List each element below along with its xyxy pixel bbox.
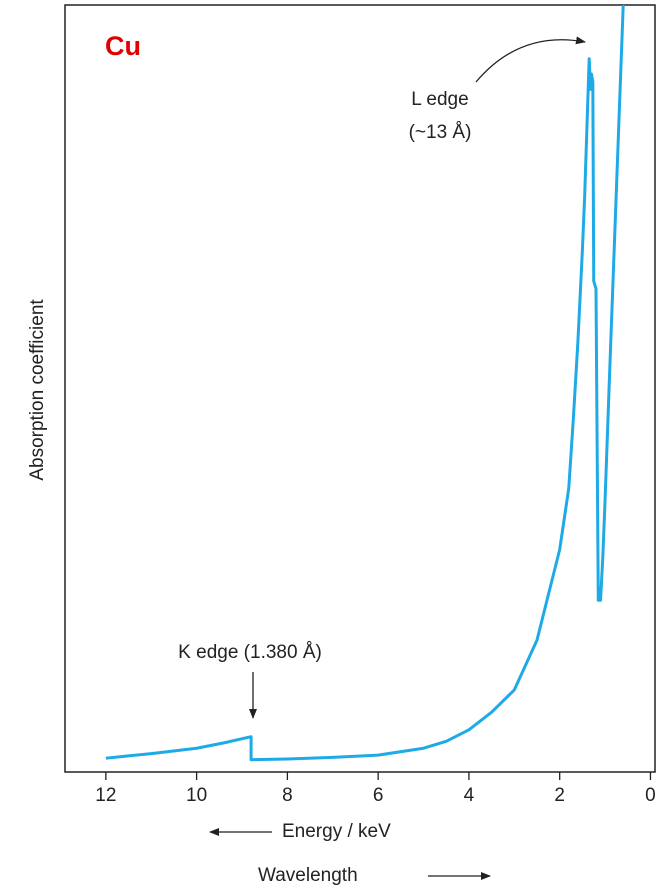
x-axis-label: Energy / keV bbox=[282, 821, 391, 842]
annotation: (~13 Å) bbox=[409, 122, 472, 143]
x-axis-label-2: Wavelength bbox=[258, 865, 358, 886]
x-tick-label: 10 bbox=[186, 785, 207, 806]
x-tick-label: 12 bbox=[95, 785, 116, 806]
x-tick-label: 2 bbox=[554, 785, 565, 806]
annotation: L edge bbox=[411, 89, 468, 110]
arrow bbox=[475, 36, 586, 83]
x-tick-label: 8 bbox=[282, 785, 293, 806]
x-tick-label: 4 bbox=[464, 785, 475, 806]
x-tick-label: 0 bbox=[645, 785, 656, 806]
plot-frame bbox=[64, 4, 656, 773]
element-label: Cu bbox=[105, 31, 141, 61]
y-axis-label: Absorption coefficient bbox=[27, 299, 48, 481]
annotation: K edge (1.380 Å) bbox=[178, 642, 322, 663]
x-tick-label: 6 bbox=[373, 785, 384, 806]
data-line bbox=[105, 4, 625, 762]
